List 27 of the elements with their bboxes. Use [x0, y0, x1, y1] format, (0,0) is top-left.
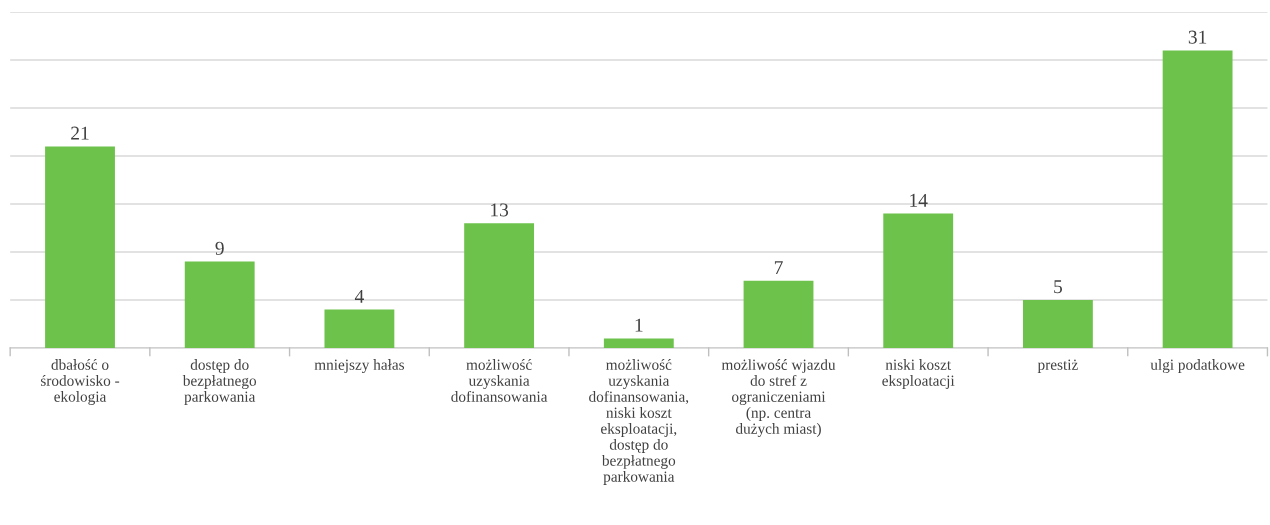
data-label: 31	[1188, 30, 1207, 44]
bar	[1162, 50, 1233, 348]
x-tick-label: prestiż	[1037, 359, 1078, 373]
bar	[464, 223, 535, 348]
bar	[184, 261, 255, 348]
data-label: 13	[491, 203, 509, 217]
bar	[45, 146, 115, 348]
data-label: 1	[635, 318, 643, 332]
bar	[743, 280, 814, 348]
bar	[603, 338, 674, 348]
x-tick-label: możliwość wjazdu do stref z ograniczeniami (np. centra dużych miast)	[721, 359, 836, 437]
x-tick-label: niski koszt eksploatacji	[882, 359, 955, 389]
data-label: 7	[774, 261, 783, 274]
x-tick-label: mniejszy hałas	[314, 359, 405, 374]
x-tick-label: ulgi podatkowe	[1150, 359, 1245, 374]
data-label: 5	[1054, 280, 1063, 294]
data-label: 21	[71, 126, 89, 140]
bar	[883, 213, 954, 348]
x-tick-label: dbałość o środowisko - ekologia	[40, 359, 120, 405]
data-label: 14	[910, 193, 928, 207]
bar	[324, 309, 395, 348]
x-tick-label: dostęp do bezpłatnego parkowania	[182, 359, 257, 405]
bar	[1022, 300, 1093, 348]
data-label: 4	[354, 289, 364, 303]
x-tick-label: możliwość uzyskania dofinansowania, niski koszt eksploatacji, dostęp do bezpłatnego parkowania	[589, 359, 689, 485]
data-label: 9	[215, 241, 224, 255]
x-tick-label: możliwość uzyskania dofinansowania	[451, 359, 548, 402]
